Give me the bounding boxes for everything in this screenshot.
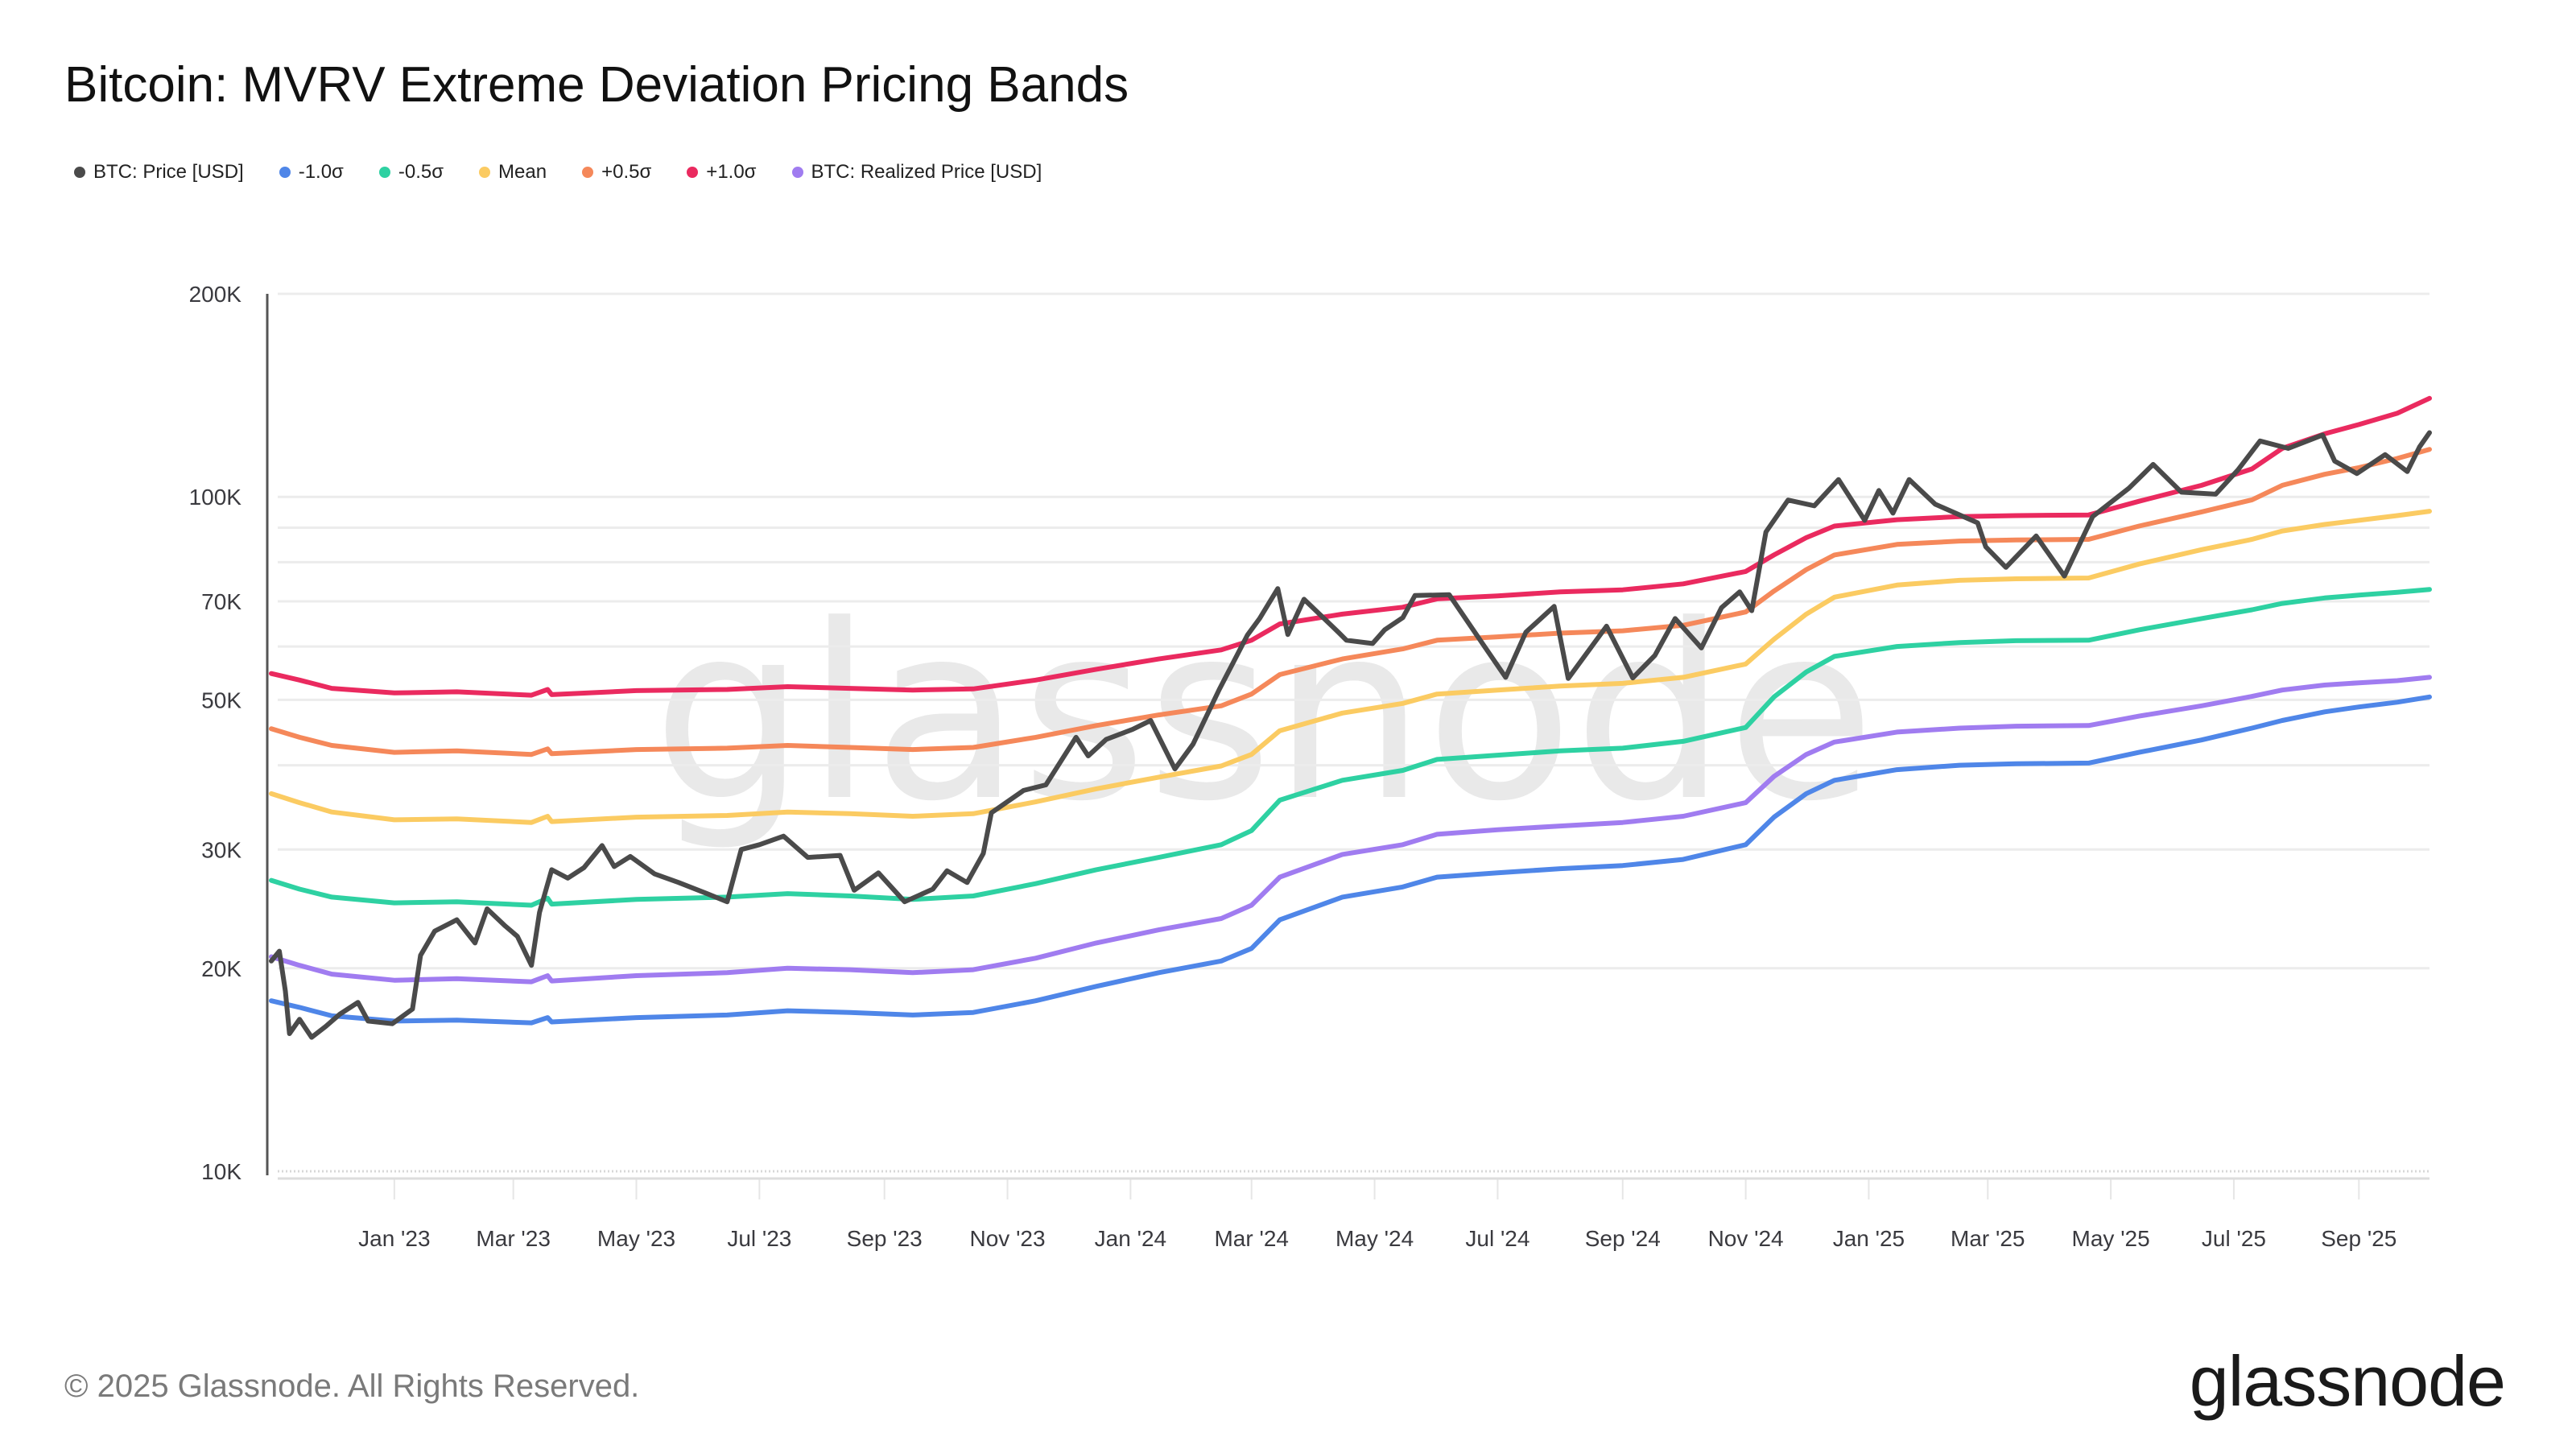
series-line-btc--price--usd-: [269, 430, 2432, 1040]
x-tick-label: Nov '24: [1708, 1226, 1784, 1251]
series-lines: [269, 395, 2432, 1040]
x-axis: Jan '23 Mar '23 May '23 Jul '23 Sep '23 Nov '…: [278, 1177, 2429, 1251]
legend-item[interactable]: +1.0σ: [687, 161, 757, 184]
legend-label: Mean: [498, 161, 547, 183]
copyright-text: © 2025 Glassnode. All Rights Reserved.: [64, 1368, 640, 1404]
y-tick-label: 70K: [201, 589, 242, 614]
legend-item[interactable]: BTC: Realized Price [USD]: [791, 161, 1042, 184]
y-tick-label: 200K: [189, 282, 242, 307]
x-tick-label: Mar '23: [476, 1226, 551, 1251]
legend-dot-icon: [479, 167, 491, 178]
y-axis: 200K 100K 70K 50K 30K 20K 10K: [189, 282, 269, 1184]
watermark-text: glassnode: [653, 573, 1876, 854]
x-tick-label: May '25: [2072, 1226, 2150, 1251]
x-tick-label: Jan '23: [358, 1226, 430, 1251]
y-tick-label: 20K: [201, 956, 242, 981]
chart-legend: BTC: Price [USD] -1.0σ -0.5σ Mean +0.5σ +1.0σ…: [74, 161, 1077, 184]
legend-label: -1.0σ: [298, 161, 344, 183]
legend-item[interactable]: -1.0σ: [279, 161, 344, 184]
x-tick-label: Sep '23: [847, 1226, 923, 1251]
x-tick-label: Jul '25: [2202, 1226, 2266, 1251]
x-tick-label: Mar '25: [1951, 1226, 2025, 1251]
legend-dot-icon: [378, 167, 390, 178]
y-tick-label: 100K: [189, 485, 242, 510]
x-tick-label: Jul '24: [1465, 1226, 1530, 1251]
x-tick-label: Mar '24: [1214, 1226, 1289, 1251]
legend-dot-icon: [791, 167, 803, 178]
x-tick-label: May '24: [1335, 1226, 1414, 1251]
legend-dot-icon: [279, 167, 291, 178]
x-tick-label: Jan '24: [1095, 1226, 1166, 1251]
y-tick-label: 30K: [201, 837, 242, 862]
x-tick-marks: [393, 1179, 2360, 1199]
legend-dot-icon: [582, 167, 594, 178]
series-line--1.0-: [269, 694, 2432, 1026]
x-tick-label: Nov '23: [970, 1226, 1046, 1251]
legend-label: BTC: Price [USD]: [93, 161, 244, 183]
legend-item[interactable]: +0.5σ: [582, 161, 651, 184]
y-tick-label: 10K: [201, 1159, 242, 1184]
legend-item[interactable]: Mean: [479, 161, 547, 184]
x-tick-label: Sep '24: [1585, 1226, 1661, 1251]
x-tick-label: Jul '23: [727, 1226, 791, 1251]
chart-title: Bitcoin: MVRV Extreme Deviation Pricing …: [64, 57, 1129, 113]
x-tick-label: Sep '25: [2321, 1226, 2396, 1251]
legend-label: -0.5σ: [398, 161, 444, 183]
legend-label: BTC: Realized Price [USD]: [811, 161, 1042, 183]
series-line-mean: [269, 509, 2432, 825]
gridlines: [278, 292, 2429, 1173]
legend-label: +1.0σ: [706, 161, 757, 183]
series-line-btc--realized-price--usd-: [269, 675, 2432, 985]
series-line--0.5-: [269, 587, 2432, 908]
legend-item[interactable]: -0.5σ: [378, 161, 444, 184]
series-line-+1.0-: [269, 395, 2432, 698]
glassnode-logo: glassnode: [2189, 1341, 2506, 1421]
y-tick-label: 50K: [201, 687, 242, 712]
legend-label: +0.5σ: [601, 161, 652, 183]
series-line-+0.5-: [269, 447, 2432, 758]
legend-dot-icon: [687, 167, 699, 178]
x-tick-label: May '23: [597, 1226, 675, 1251]
x-tick-label: Jan '25: [1833, 1226, 1905, 1251]
legend-dot-icon: [74, 167, 85, 178]
legend-item[interactable]: BTC: Price [USD]: [74, 161, 244, 184]
